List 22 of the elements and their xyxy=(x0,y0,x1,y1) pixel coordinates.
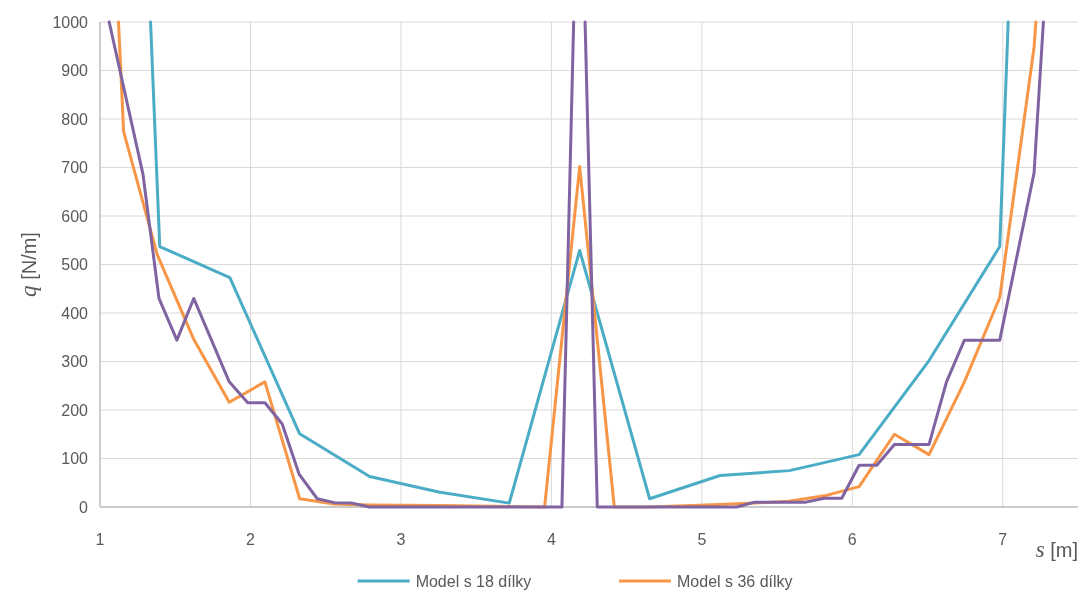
y-tick-label: 1000 xyxy=(52,13,89,31)
x-tick-label: 5 xyxy=(697,531,707,548)
x-tick-label: 6 xyxy=(847,531,857,548)
y-tick-label: 100 xyxy=(61,450,89,468)
y-axis-title: q [N/m] xyxy=(16,232,41,297)
x-tick-label: 3 xyxy=(396,531,406,548)
x-tick-label: 2 xyxy=(246,531,256,548)
y-tick-label: 200 xyxy=(61,401,89,419)
y-tick-label: 500 xyxy=(61,256,89,274)
legend-label: Model s 18 dílky xyxy=(415,572,532,590)
y-tick-label: 800 xyxy=(61,110,89,128)
x-tick-label: 7 xyxy=(998,531,1008,548)
y-tick-label: 900 xyxy=(61,62,89,80)
y-tick-label: 0 xyxy=(79,498,89,516)
x-tick-label: 4 xyxy=(546,531,556,548)
y-tick-label: 600 xyxy=(61,207,89,225)
x-axis-title: s [m] xyxy=(1035,537,1078,562)
x-tick-label: 1 xyxy=(95,531,105,548)
y-tick-label: 300 xyxy=(61,353,89,371)
legend-label: Model s 36 dílky xyxy=(677,572,793,590)
y-tick-label: 400 xyxy=(61,304,89,322)
y-tick-label: 700 xyxy=(61,159,89,177)
